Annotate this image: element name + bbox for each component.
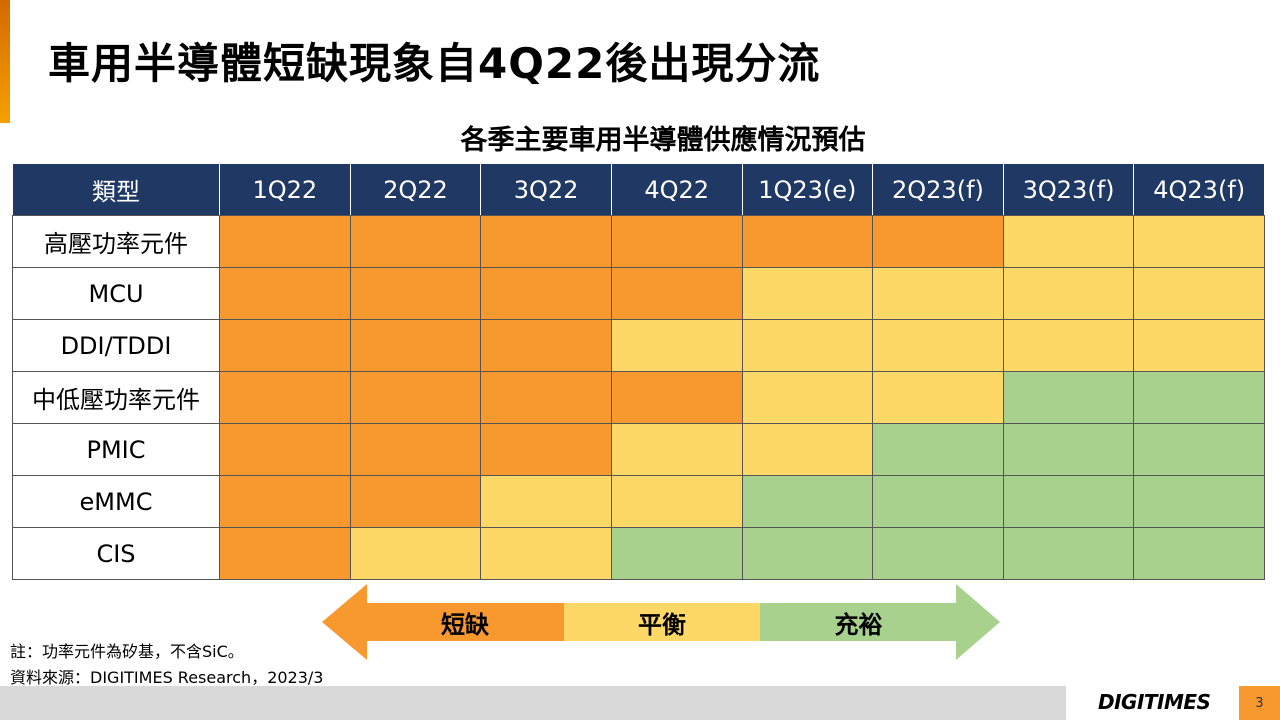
status-cell-shortage bbox=[349, 267, 482, 320]
table-row: eMMC bbox=[12, 475, 1265, 528]
status-cell-balanced bbox=[480, 475, 612, 528]
footnote: 註：功率元件為矽基，不含SiC。 bbox=[10, 642, 244, 661]
status-cell-ample bbox=[1002, 423, 1135, 476]
status-cell-shortage bbox=[219, 267, 351, 320]
status-cell-ample bbox=[872, 423, 1004, 476]
status-cell-shortage bbox=[219, 215, 351, 268]
row-label: CIS bbox=[12, 527, 220, 580]
status-cell-balanced bbox=[1133, 267, 1265, 320]
table-row: DDI/TDDI bbox=[12, 319, 1265, 372]
status-cell-shortage bbox=[741, 215, 874, 268]
status-cell-shortage bbox=[349, 475, 482, 528]
status-cell-balanced bbox=[741, 319, 874, 372]
status-cell-shortage bbox=[610, 215, 743, 268]
status-cell-ample bbox=[1002, 475, 1135, 528]
page-title: 車用半導體短缺現象自4Q22後出現分流 bbox=[48, 39, 821, 88]
legend-balanced: 平衡 bbox=[564, 603, 760, 641]
legend-shortage: 短缺 bbox=[366, 603, 564, 641]
column-header: 4Q23(f) bbox=[1133, 163, 1265, 216]
status-cell-shortage bbox=[219, 423, 351, 476]
status-cell-shortage bbox=[480, 371, 612, 424]
status-cell-shortage bbox=[480, 423, 612, 476]
status-cell-balanced bbox=[610, 423, 743, 476]
row-label: DDI/TDDI bbox=[12, 319, 220, 372]
status-cell-shortage bbox=[610, 371, 743, 424]
status-cell-balanced bbox=[741, 423, 874, 476]
status-cell-ample bbox=[1002, 371, 1135, 424]
status-cell-balanced bbox=[1002, 267, 1135, 320]
status-cell-balanced bbox=[1002, 319, 1135, 372]
column-header: 3Q22 bbox=[480, 163, 612, 216]
status-cell-shortage bbox=[349, 423, 482, 476]
page-number: 3 bbox=[1239, 686, 1280, 720]
status-cell-ample bbox=[741, 527, 874, 580]
status-cell-ample bbox=[1133, 475, 1265, 528]
status-cell-balanced bbox=[480, 527, 612, 580]
legend-ample: 充裕 bbox=[760, 603, 957, 641]
status-cell-balanced bbox=[872, 319, 1004, 372]
status-cell-shortage bbox=[480, 319, 612, 372]
legend-arrow: 短缺 平衡 充裕 bbox=[322, 584, 1000, 660]
status-cell-balanced bbox=[872, 267, 1004, 320]
column-header: 2Q23(f) bbox=[872, 163, 1004, 216]
status-cell-shortage bbox=[480, 215, 612, 268]
status-cell-ample bbox=[741, 475, 874, 528]
row-label: 高壓功率元件 bbox=[12, 215, 220, 268]
row-label: 中低壓功率元件 bbox=[12, 371, 220, 424]
column-header: 類型 bbox=[12, 163, 220, 216]
column-header: 1Q23(e) bbox=[741, 163, 874, 216]
status-cell-balanced bbox=[741, 267, 874, 320]
header-row: 類型 1Q22 2Q22 3Q22 4Q22 1Q23(e) 2Q23(f) 3Q23(f) 4… bbox=[12, 163, 1265, 216]
status-cell-balanced bbox=[1133, 215, 1265, 268]
table-title: 各季主要車用半導體供應情況預估 bbox=[460, 125, 866, 156]
status-cell-ample bbox=[1133, 527, 1265, 580]
supply-table: 類型 1Q22 2Q22 3Q22 4Q22 1Q23(e) 2Q23(f) 3Q23(f) 4… bbox=[12, 163, 1265, 580]
status-cell-shortage bbox=[872, 215, 1004, 268]
status-cell-shortage bbox=[349, 371, 482, 424]
table-row: PMIC bbox=[12, 423, 1265, 476]
status-cell-ample bbox=[872, 475, 1004, 528]
row-label: MCU bbox=[12, 267, 220, 320]
row-label: PMIC bbox=[12, 423, 220, 476]
status-cell-balanced bbox=[610, 319, 743, 372]
status-cell-balanced bbox=[741, 371, 874, 424]
table-row: CIS bbox=[12, 527, 1265, 580]
status-cell-balanced bbox=[872, 371, 1004, 424]
column-header: 2Q22 bbox=[349, 163, 482, 216]
status-cell-balanced bbox=[1133, 319, 1265, 372]
status-cell-ample bbox=[1133, 371, 1265, 424]
status-cell-shortage bbox=[219, 371, 351, 424]
row-label: eMMC bbox=[12, 475, 220, 528]
table-row: 高壓功率元件 bbox=[12, 215, 1265, 268]
status-cell-ample bbox=[1002, 527, 1135, 580]
source-note: 資料來源：DIGITIMES Research，2023/3 bbox=[10, 668, 324, 687]
status-cell-shortage bbox=[219, 527, 351, 580]
status-cell-shortage bbox=[219, 319, 351, 372]
column-header: 1Q22 bbox=[219, 163, 351, 216]
status-cell-balanced bbox=[1002, 215, 1135, 268]
column-header: 3Q23(f) bbox=[1002, 163, 1135, 216]
status-cell-ample bbox=[1133, 423, 1265, 476]
status-cell-shortage bbox=[219, 475, 351, 528]
accent-bar bbox=[0, 0, 10, 123]
footer-bar bbox=[0, 686, 1066, 720]
status-cell-shortage bbox=[480, 267, 612, 320]
table-row: MCU bbox=[12, 267, 1265, 320]
status-cell-shortage bbox=[349, 215, 482, 268]
status-cell-ample bbox=[610, 527, 743, 580]
status-cell-shortage bbox=[349, 319, 482, 372]
status-cell-balanced bbox=[349, 527, 482, 580]
status-cell-shortage bbox=[610, 267, 743, 320]
column-header: 4Q22 bbox=[610, 163, 743, 216]
status-cell-ample bbox=[872, 527, 1004, 580]
digitimes-logo: DIGITIMES bbox=[1098, 690, 1211, 714]
table-row: 中低壓功率元件 bbox=[12, 371, 1265, 424]
status-cell-balanced bbox=[610, 475, 743, 528]
arrow-shape bbox=[322, 584, 1000, 660]
